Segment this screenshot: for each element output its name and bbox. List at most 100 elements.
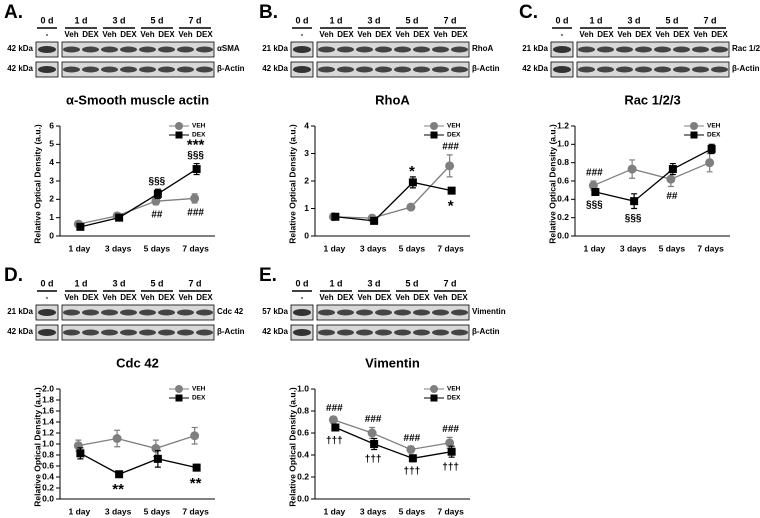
lane-label: DEX <box>337 293 354 302</box>
y-tick-label: 6 <box>49 120 54 130</box>
y-tick-label: 4 <box>304 120 309 130</box>
legend-label: DEX <box>707 132 721 139</box>
lane-label: Veh <box>140 293 154 302</box>
legend-marker <box>175 131 183 139</box>
band <box>101 329 118 336</box>
lane-label: DEX <box>337 30 354 39</box>
band <box>451 66 468 73</box>
protein-label: Rac 1/2/3 <box>732 44 760 53</box>
lane-label: Veh <box>178 293 192 302</box>
lane-label: DEX <box>413 30 430 39</box>
significance-annotation: §§§ <box>586 199 603 210</box>
point <box>408 454 417 463</box>
y-tick-label: 0.4 <box>42 471 54 481</box>
band <box>337 309 354 316</box>
timepoint-label: 3 d <box>367 15 380 25</box>
band <box>673 46 690 53</box>
series-line <box>78 435 195 450</box>
band <box>158 329 175 336</box>
timepoint-label: 0 d <box>40 278 53 288</box>
band <box>394 309 411 316</box>
y-axis-title: Relative Optical Density (a.u.) <box>287 124 297 244</box>
band <box>578 46 595 53</box>
x-tick-label: 1 day <box>584 243 606 253</box>
band <box>38 309 56 316</box>
point <box>588 181 598 191</box>
timepoint-label: 1 d <box>74 15 87 25</box>
timepoint-label: 5 d <box>150 278 163 288</box>
band <box>337 46 354 53</box>
band <box>432 329 449 336</box>
point <box>76 449 85 458</box>
point <box>447 186 456 195</box>
band <box>451 309 468 316</box>
y-tick-label: 0 <box>49 230 54 240</box>
band <box>432 66 449 73</box>
point <box>406 202 416 212</box>
significance-annotation: ### <box>442 142 459 153</box>
significance-annotation: ††† <box>404 466 421 477</box>
x-tick-label: 3 days <box>620 243 647 253</box>
y-tick-label: 0.6 <box>297 427 309 437</box>
point <box>707 144 716 153</box>
lane-label: DEX <box>635 30 652 39</box>
lane-label: DEX <box>451 293 468 302</box>
point <box>153 454 162 463</box>
band <box>597 46 614 53</box>
timepoint-label: 3 d <box>627 15 640 25</box>
timepoint-label: 7 d <box>443 15 456 25</box>
x-tick-label: 1 day <box>69 243 91 253</box>
x-tick-label: 7 days <box>182 506 209 516</box>
band <box>82 46 99 53</box>
y-tick-label: 0.4 <box>557 194 569 204</box>
x-tick-label: 3 days <box>105 506 132 516</box>
significance-annotation: §§§ <box>187 150 204 161</box>
timepoint-label: 7 d <box>188 278 201 288</box>
kda-label: 42 kDa <box>7 44 33 53</box>
series-line <box>593 162 710 187</box>
lane-label: Veh <box>140 30 154 39</box>
significance-annotation: ††† <box>326 435 343 446</box>
point <box>406 445 416 454</box>
legend-label: VEH <box>192 386 206 393</box>
lane-label: DEX <box>196 30 213 39</box>
y-tick-label: 1.4 <box>42 416 54 426</box>
blot-strip <box>61 304 215 321</box>
kda-label: 57 kDa <box>262 307 288 316</box>
y-tick-label: 2.0 <box>42 383 54 393</box>
chart-title: Cdc 42 <box>116 355 159 370</box>
y-tick-label: 1.6 <box>42 405 54 415</box>
lane-label: DEX <box>451 30 468 39</box>
significance-annotation: ### <box>187 208 204 219</box>
lane-label: Veh <box>617 30 631 39</box>
point <box>666 174 676 184</box>
band <box>101 46 118 53</box>
band <box>553 46 571 53</box>
timepoint-label: 1 d <box>329 15 342 25</box>
lane-label: Veh <box>433 293 447 302</box>
y-tick-label: 0.0 <box>42 493 54 503</box>
band <box>654 66 671 73</box>
timepoint-label: 1 d <box>329 278 342 288</box>
timepoint-label: 0 d <box>40 15 53 25</box>
y-tick-label: 0.4 <box>297 449 309 459</box>
point <box>447 447 456 456</box>
lane-label: Veh <box>357 30 371 39</box>
point <box>115 213 124 222</box>
series-line <box>78 197 195 225</box>
band <box>177 309 194 316</box>
lane-label: Veh <box>178 30 192 39</box>
lane-label: Veh <box>102 30 116 39</box>
legend-marker <box>690 131 698 139</box>
x-tick-label: 7 days <box>697 243 724 253</box>
band <box>413 66 430 73</box>
x-tick-label: 7 days <box>437 243 464 253</box>
x-tick-label: 1 day <box>324 506 346 516</box>
series-line <box>80 168 197 228</box>
band <box>120 46 137 53</box>
significance-annotation: ### <box>365 414 382 425</box>
lane-label: DEX <box>158 30 175 39</box>
point <box>627 164 637 174</box>
kda-label: 21 kDa <box>522 44 548 53</box>
band <box>196 309 213 316</box>
